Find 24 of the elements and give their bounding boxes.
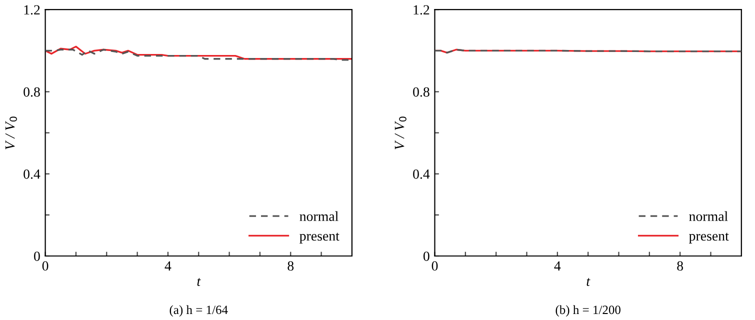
x-axis-title: t bbox=[197, 278, 201, 286]
x-tick-label: 8 bbox=[288, 261, 294, 271]
x-tick-label: 4 bbox=[554, 261, 561, 270]
x-tick-label: 4 bbox=[164, 261, 172, 270]
text: (b) h = 1/200 bbox=[556, 305, 620, 317]
x-tick-label: 8 bbox=[677, 261, 684, 271]
y-axis-title: V / V$_{0}$ bbox=[5, 116, 17, 150]
text: (a) h = 1/64 bbox=[170, 305, 228, 317]
legend-label: normal bbox=[689, 211, 728, 222]
y-tick-label: 1.2 bbox=[414, 5, 430, 15]
x-tick-label: 0 bbox=[42, 261, 48, 271]
y-tick-label: 0 bbox=[34, 252, 40, 261]
y-tick-label: 1.2 bbox=[24, 5, 40, 15]
y-tick-label: 0 bbox=[423, 252, 430, 261]
legend-label: normal bbox=[300, 211, 338, 222]
legend-label: present bbox=[689, 232, 729, 244]
y-axis-title: V / V$_{0}$ bbox=[394, 116, 406, 150]
y-tick-label: 0.8 bbox=[24, 87, 40, 97]
y-tick-label: 0.4 bbox=[24, 169, 40, 179]
legend-label: present bbox=[300, 232, 340, 244]
y-tick-label: 0.8 bbox=[413, 87, 430, 97]
x-tick-label: 0 bbox=[432, 261, 438, 271]
x-axis-title: t bbox=[586, 278, 590, 286]
y-tick-label: 0.4 bbox=[413, 169, 430, 179]
